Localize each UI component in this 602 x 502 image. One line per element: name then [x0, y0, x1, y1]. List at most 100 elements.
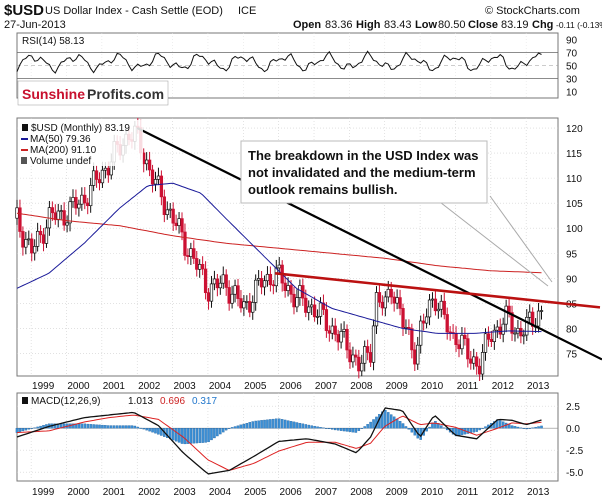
macd-hist-bar: [183, 428, 187, 445]
candle-up: [371, 325, 376, 363]
macd-hist-bar: [21, 428, 25, 432]
candle-down: [327, 330, 331, 334]
macd-hist-bar: [216, 428, 219, 437]
macd-hist-bar: [404, 426, 408, 429]
macd-hist-bar: [392, 416, 396, 429]
macd-hist-bar: [540, 425, 543, 429]
candle-up: [44, 227, 49, 244]
candle-down: [389, 288, 393, 298]
candle-down: [445, 314, 449, 333]
macd-hist-bar: [233, 426, 237, 429]
annotation-line-3: outlook remains bullish.: [248, 182, 398, 197]
macd-hist-bar: [295, 422, 299, 429]
macd-y-ticks: 2.5 0.0 -2.5 -5.0: [566, 402, 584, 479]
candle-down: [206, 292, 211, 302]
macd-hist-bar: [333, 428, 337, 431]
candle-up: [383, 296, 387, 309]
macd-hist-bar: [289, 421, 293, 429]
candle-down: [357, 356, 361, 372]
macd-hist-bar: [501, 421, 505, 429]
macd-legend-bg: [18, 395, 250, 408]
candle-down: [236, 285, 240, 299]
x-tick-label-macd: 2011: [457, 487, 479, 498]
candle-down: [336, 334, 340, 343]
candle-down: [457, 344, 461, 350]
macd-hist-bar: [472, 428, 475, 433]
macd-hist-bar: [254, 420, 257, 429]
candle-up: [89, 185, 93, 207]
macd-hist-bar: [351, 428, 355, 433]
candle-up: [233, 285, 237, 295]
symbol-text: $USD: [4, 2, 44, 19]
watermark-part2: Profits.com: [87, 86, 164, 102]
macd-hist-bar: [286, 420, 290, 429]
high-label: High: [356, 19, 381, 31]
candle-up: [298, 285, 302, 298]
macd-hist-bar: [83, 423, 87, 429]
candle-down: [463, 334, 467, 340]
candle-up: [153, 179, 158, 185]
candle-up: [68, 201, 72, 224]
macd-hist-bar: [266, 419, 269, 429]
x-tick-label-macd: 1999: [32, 487, 55, 498]
candle-down: [398, 297, 402, 309]
candle-up: [339, 331, 343, 343]
macd-hist-bar: [92, 424, 95, 429]
macd-hist-bar: [101, 424, 104, 429]
candle-up: [274, 267, 278, 287]
macd-hist-bar: [525, 428, 529, 430]
candle-up: [528, 311, 532, 318]
macd-hist-bar: [272, 418, 275, 429]
candle-up: [230, 293, 234, 304]
candle-down: [333, 325, 337, 335]
macd-hist-bar: [366, 424, 369, 429]
candle-down: [380, 301, 385, 309]
candle-down: [475, 356, 479, 367]
x-tick-label-macd: 2000: [67, 487, 90, 498]
macd-hist-bar: [522, 428, 526, 429]
candle-up: [209, 283, 214, 302]
candle-down: [83, 194, 87, 204]
candle-down: [271, 284, 276, 287]
x-tick-label-macd: 2009: [386, 487, 409, 498]
macd-hist-bar: [213, 428, 216, 439]
candle-up: [286, 285, 290, 292]
candle-down: [531, 311, 535, 327]
candle-down: [401, 308, 405, 328]
x-tick-label-macd: 2004: [209, 487, 232, 498]
macd-hist-bar: [192, 428, 196, 444]
macd-hist-bar: [325, 428, 328, 429]
macd-hist-bar: [440, 425, 443, 429]
macd-hist-bar: [360, 428, 364, 429]
macd-hist-bar: [513, 426, 517, 429]
macd-hist-bar: [357, 428, 361, 431]
macd-hist-bar: [434, 421, 437, 429]
candle-down: [159, 175, 164, 198]
macd-hist-bar: [454, 428, 458, 437]
macd-value-1: 1.013: [128, 396, 153, 407]
legend-ma50: MA(50) 79.36: [30, 134, 91, 145]
candle-up: [218, 282, 222, 289]
candle-down: [498, 326, 502, 335]
macd-hist-bar: [136, 426, 140, 429]
y-tick-label: 120: [566, 124, 583, 135]
macd-hist-bar: [248, 422, 252, 429]
ma200-line: [16, 212, 542, 274]
macd-hist-bar: [18, 428, 22, 432]
x-axis-main: 1999 2000 2001 2002 2003 2004 2005 2006 2007 2008…: [32, 381, 550, 392]
macd-hist-bar: [98, 424, 101, 429]
trendline-red: [274, 272, 601, 309]
candle-down: [410, 328, 414, 351]
macd-legend-swatch: [22, 397, 28, 404]
macd-hist-bar: [369, 421, 372, 429]
candle-down: [486, 333, 491, 340]
candle-up: [262, 280, 267, 288]
macd-hist-bar: [339, 428, 343, 431]
candle-up: [103, 167, 108, 171]
candle-up: [330, 325, 334, 334]
macd-hist-bar: [328, 428, 331, 430]
x-tick-label-macd: 2006: [280, 487, 303, 498]
x-tick-label: 2010: [421, 381, 444, 392]
callout-line-2: [489, 195, 553, 283]
macd-hist-bar: [498, 420, 502, 429]
